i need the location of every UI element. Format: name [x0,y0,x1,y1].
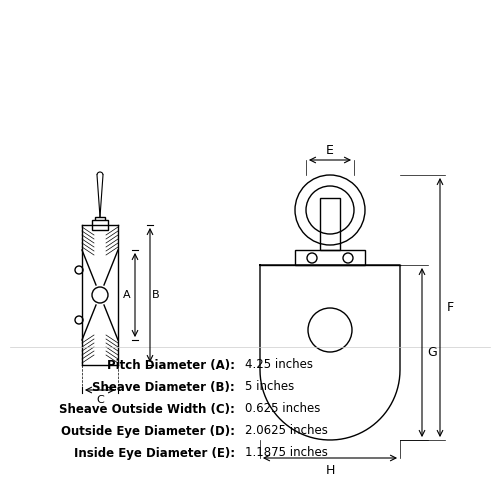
Text: 1.1875 inches: 1.1875 inches [245,446,328,460]
Text: Inside Eye Diameter (E):: Inside Eye Diameter (E): [74,446,235,460]
Text: H: H [326,464,334,476]
Text: E: E [326,144,334,156]
Bar [92,220,108,230]
Text: Outside Eye Diameter (D):: Outside Eye Diameter (D): [61,424,235,438]
Bar [95,217,105,225]
Text: G: G [427,346,437,359]
Text: 0.625 inches: 0.625 inches [245,402,320,415]
Text: Sheave Diameter (B):: Sheave Diameter (B): [92,380,235,394]
Bar [295,250,365,265]
Text: F: F [446,301,454,314]
Text: 4.25 inches: 4.25 inches [245,358,313,372]
Bar [320,198,340,250]
Text: Pitch Diameter (A):: Pitch Diameter (A): [107,358,235,372]
Text: 5 inches: 5 inches [245,380,294,394]
Text: 2.0625 inches: 2.0625 inches [245,424,328,438]
Text: Sheave Outside Width (C):: Sheave Outside Width (C): [59,402,235,415]
Text: B: B [152,290,160,300]
Text: C: C [96,395,104,405]
Text: A: A [123,290,131,300]
